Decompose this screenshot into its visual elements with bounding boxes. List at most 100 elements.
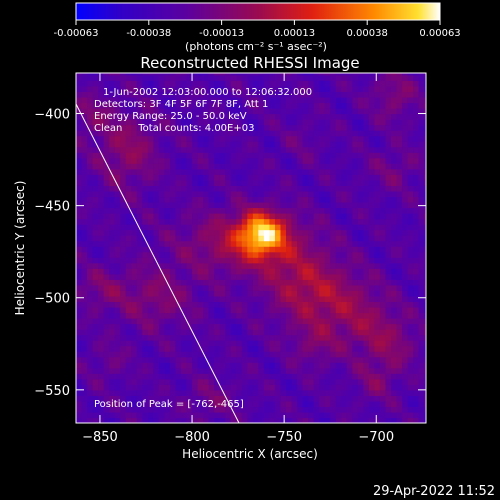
heatmap-cell <box>147 119 154 126</box>
heatmap-cell <box>136 102 143 109</box>
heatmap-cell <box>219 384 226 391</box>
heatmap-cell <box>385 251 392 258</box>
heatmap-cell <box>308 318 315 325</box>
heatmap-cell <box>76 74 83 81</box>
heatmap-cell <box>225 190 232 198</box>
heatmap-cell <box>147 179 154 186</box>
heatmap-cell <box>225 312 232 319</box>
heatmap-cell <box>330 367 337 374</box>
heatmap-cell <box>131 273 138 280</box>
heatmap-cell <box>192 262 199 269</box>
heatmap-cell <box>181 152 188 159</box>
heatmap-cell <box>219 213 226 220</box>
heatmap-cell <box>263 411 271 419</box>
heatmap-cell <box>120 96 127 104</box>
heatmap-cell <box>379 257 387 264</box>
heatmap-cell <box>114 318 121 325</box>
heatmap-cell <box>236 257 243 264</box>
heatmap-cell <box>368 329 376 336</box>
heatmap-cell <box>241 96 248 104</box>
heatmap-cell <box>81 229 88 236</box>
heatmap-cell <box>247 257 254 264</box>
heatmap-cell <box>192 85 199 93</box>
heatmap-cell <box>418 124 425 131</box>
heatmap-cell <box>335 152 342 159</box>
heatmap-cell <box>258 384 265 391</box>
heatmap-cell <box>136 218 143 225</box>
heatmap-cell <box>357 152 364 159</box>
heatmap-cell <box>131 146 138 153</box>
heatmap-cell <box>181 96 188 104</box>
heatmap-cell <box>357 135 364 142</box>
chart-title: Reconstructed RHESSI Image <box>140 54 359 72</box>
heatmap-cell <box>109 146 116 153</box>
heatmap-cell <box>374 185 381 192</box>
heatmap-cell <box>308 345 315 352</box>
heatmap-cell <box>330 268 337 275</box>
heatmap-cell <box>391 207 398 214</box>
heatmap-cell <box>363 395 370 402</box>
heatmap-cell <box>225 246 232 253</box>
heatmap-cell <box>186 334 193 341</box>
heatmap-cell <box>335 323 342 330</box>
heatmap-cell <box>363 113 370 120</box>
heatmap-cell <box>274 91 282 98</box>
heatmap-cell <box>98 96 105 104</box>
heatmap-cell <box>368 389 376 396</box>
heatmap-cell <box>407 135 414 142</box>
heatmap-cell <box>247 318 254 325</box>
heatmap-cell <box>368 163 376 170</box>
heatmap-cell <box>346 179 353 186</box>
heatmap-cell <box>313 218 320 225</box>
heatmap-cell <box>120 362 127 369</box>
heatmap-cell <box>391 306 398 314</box>
heatmap-cell <box>208 257 215 264</box>
heatmap-cell <box>286 207 293 214</box>
heatmap-cell <box>269 108 276 115</box>
heatmap-cell <box>225 157 232 164</box>
heatmap-cell <box>346 318 353 325</box>
heatmap-cell <box>147 251 154 258</box>
heatmap-cell <box>230 373 237 380</box>
heatmap-cell <box>352 406 359 413</box>
heatmap-cell <box>324 85 331 93</box>
heatmap-cell <box>330 130 337 137</box>
annotation-time-range: 1-Jun-2002 12:03:00.000 to 12:06:32.000 <box>103 87 312 98</box>
heatmap-cell <box>368 130 376 137</box>
heatmap-cell <box>368 257 376 264</box>
heatmap-cell <box>407 279 414 286</box>
heatmap-cell <box>76 113 83 120</box>
heatmap-cell <box>87 389 94 396</box>
x-axis-label: Heliocentric X (arcsec) <box>182 447 318 461</box>
heatmap-cell <box>274 334 282 341</box>
heatmap-cell <box>136 351 143 358</box>
heatmap-cell <box>280 362 287 369</box>
heatmap-cell <box>197 301 204 308</box>
heatmap-cell <box>313 85 320 93</box>
heatmap-cell <box>269 345 276 352</box>
heatmap-cell <box>98 373 105 380</box>
heatmap-cell <box>109 257 116 264</box>
heatmap-cell <box>396 301 403 308</box>
heatmap-cell <box>374 130 381 137</box>
heatmap-cell <box>125 301 132 308</box>
heatmap-cell <box>313 295 320 303</box>
heatmap-cell <box>335 257 342 264</box>
heatmap-cell <box>391 312 398 319</box>
heatmap-cell <box>109 152 116 159</box>
heatmap-cell <box>413 279 420 286</box>
heatmap-cell <box>214 91 221 98</box>
heatmap-cell <box>297 362 304 369</box>
heatmap-cell <box>413 229 420 236</box>
heatmap-cell <box>186 141 193 148</box>
heatmap-cell <box>230 179 237 186</box>
heatmap-cell <box>286 196 293 203</box>
heatmap-cell <box>352 124 359 131</box>
heatmap-cell <box>103 268 110 275</box>
heatmap-cell <box>131 406 138 413</box>
heatmap-cell <box>418 323 425 330</box>
heatmap-cell <box>385 367 392 374</box>
heatmap-cell <box>396 323 403 330</box>
heatmap-cell <box>385 102 392 109</box>
heatmap-cell <box>164 179 171 186</box>
